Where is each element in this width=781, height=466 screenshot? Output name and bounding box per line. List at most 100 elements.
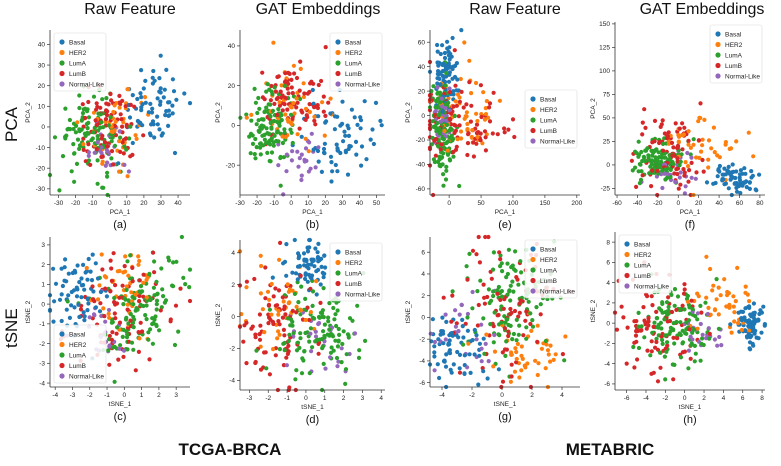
data-point-her2 (519, 353, 524, 358)
data-point-lumb (81, 124, 86, 129)
data-point-luma (264, 105, 269, 110)
data-point-luma (504, 275, 509, 280)
data-point-normal-like (678, 170, 683, 175)
x-tick-label: 2 (157, 392, 161, 399)
legend-label-basal: Basal (69, 331, 86, 338)
data-point-luma (630, 168, 635, 173)
data-point-basal (164, 67, 169, 72)
data-point-basal (322, 253, 327, 258)
data-point-luma (505, 292, 510, 297)
legend-marker-normal-like (624, 283, 630, 289)
data-point-luma (438, 90, 443, 95)
legend-marker-her2 (715, 41, 721, 48)
data-point-basal (127, 115, 133, 120)
data-point-basal (472, 327, 477, 333)
data-point-her2 (104, 275, 109, 280)
data-point-lumb (285, 351, 290, 356)
data-point-basal (318, 282, 323, 287)
data-point-basal (747, 180, 752, 185)
data-point-lumb (479, 114, 484, 120)
data-point-luma (356, 355, 362, 360)
x-tick-label: -2 (87, 392, 93, 399)
scatter-plot: 0 50 100 150 200-60-40-200204060PCA_1PCA_2Ba… (405, 28, 583, 216)
data-point-luma (671, 327, 676, 332)
x-tick-label: 0 (676, 200, 680, 207)
data-point-luma (441, 172, 446, 177)
data-point-her2 (137, 258, 142, 264)
x-tick-label: 20 (322, 200, 330, 207)
data-point-basal (477, 353, 482, 358)
data-point-basal (116, 161, 121, 166)
data-point-lumb (489, 276, 494, 281)
data-point-luma (668, 175, 673, 180)
data-point-lumb (271, 321, 276, 327)
x-tick-label: 50 (373, 200, 381, 207)
data-point-luma (435, 159, 440, 164)
data-point-normal-like (717, 334, 722, 340)
data-point-her2 (474, 111, 479, 116)
data-point-basal (81, 282, 86, 288)
data-point-lumb (512, 308, 518, 314)
data-point-luma (106, 348, 111, 353)
data-point-lumb (655, 379, 661, 384)
data-point-luma (261, 143, 266, 148)
data-point-her2 (695, 326, 700, 331)
data-point-basal (299, 134, 304, 139)
legend-marker-basal (715, 31, 721, 37)
data-point-her2 (497, 98, 502, 103)
data-point-basal (432, 350, 437, 355)
data-point-luma (698, 358, 703, 363)
data-point-basal (442, 55, 448, 61)
data-point-normal-like (86, 153, 91, 158)
data-point-lumb (168, 319, 173, 324)
data-point-her2 (517, 375, 522, 380)
data-point-lumb (103, 117, 109, 122)
data-point-luma (270, 92, 275, 97)
data-point-lumb (128, 102, 133, 107)
y-tick-label: -20 (36, 165, 46, 172)
legend-marker-luma (335, 60, 341, 66)
data-point-basal (97, 309, 103, 314)
data-point-her2 (126, 273, 131, 278)
data-point-luma (267, 87, 272, 92)
data-point-lumb (660, 118, 665, 123)
data-point-lumb (88, 162, 93, 167)
data-point-basal (60, 283, 65, 289)
data-point-her2 (99, 252, 104, 257)
x-tick-label: 150 (539, 200, 550, 207)
data-point-lumb (321, 109, 326, 114)
data-point-luma (538, 302, 543, 307)
data-point-luma (171, 284, 176, 289)
x-tick-label: 2 (702, 395, 706, 402)
y-tick-label: 40 (228, 43, 236, 50)
data-point-luma (100, 97, 105, 102)
data-point-her2 (509, 352, 514, 357)
data-point-basal (166, 100, 171, 105)
legend-marker-basal (59, 331, 65, 337)
data-point-lumb (113, 283, 118, 288)
data-point-basal (362, 99, 367, 104)
data-point-normal-like (308, 331, 313, 336)
data-point-luma (511, 331, 516, 337)
x-tick-label: 50 (477, 200, 485, 207)
data-point-lumb (266, 321, 271, 326)
data-point-basal (316, 241, 321, 246)
data-point-lumb (108, 258, 113, 263)
data-point-normal-like (486, 359, 491, 364)
data-point-luma (125, 259, 130, 264)
data-point-luma (654, 336, 659, 341)
data-point-lumb (681, 167, 686, 172)
data-point-luma (350, 318, 355, 323)
data-point-luma (653, 148, 658, 153)
data-point-lumb (680, 303, 685, 308)
data-point-basal (720, 172, 725, 177)
data-point-luma (662, 354, 667, 359)
data-point-luma (664, 349, 669, 354)
data-point-normal-like (689, 155, 694, 160)
data-point-lumb (650, 303, 655, 308)
data-point-lumb (433, 153, 438, 158)
data-point-basal (364, 157, 369, 162)
dataset-title-metabric: METABRIC (565, 440, 655, 459)
data-point-normal-like (693, 176, 698, 181)
data-point-luma (105, 170, 110, 175)
